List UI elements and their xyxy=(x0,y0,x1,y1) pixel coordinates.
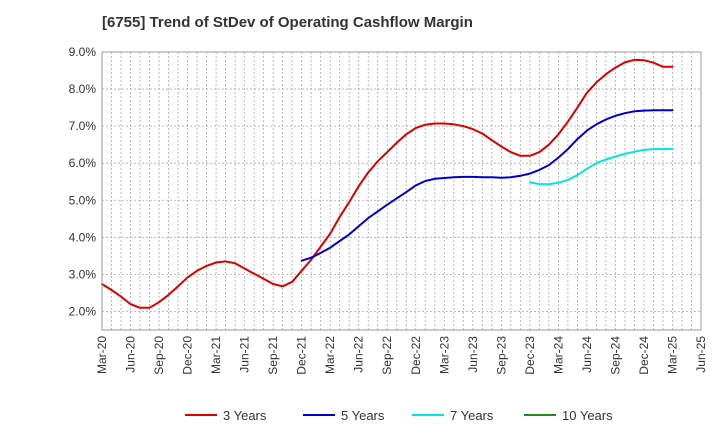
x-tick-label: Jun-24 xyxy=(580,336,594,373)
legend-label: 7 Years xyxy=(450,408,494,423)
y-tick-label: 3.0% xyxy=(69,267,97,281)
legend: 3 Years 5 Years 7 Years 10 Years xyxy=(185,408,613,423)
grid xyxy=(102,51,701,330)
legend-label: 10 Years xyxy=(562,408,613,423)
x-tick-label: Sep-21 xyxy=(266,336,280,375)
x-tick-label: Sep-24 xyxy=(608,336,622,375)
y-tick-label: 4.0% xyxy=(69,230,97,244)
x-tick-label: Dec-23 xyxy=(523,336,537,375)
y-tick-label: 7.0% xyxy=(69,119,97,133)
x-tick-label: Sep-22 xyxy=(380,336,394,375)
x-tick-label: Dec-21 xyxy=(295,336,309,375)
legend-label: 5 Years xyxy=(341,408,385,423)
y-tick-label: 5.0% xyxy=(69,193,97,207)
x-tick-label: Dec-22 xyxy=(409,336,423,375)
x-tick-label: Mar-20 xyxy=(95,336,109,374)
x-axis-ticks: Mar-20 Jun-20 Sep-20 Dec-20 Mar-21 Jun-21 Sep-… xyxy=(95,336,708,375)
series-line-3-years xyxy=(101,58,674,309)
x-tick-label: Jun-21 xyxy=(238,336,252,373)
x-tick-label: Jun-20 xyxy=(124,336,138,373)
series-line-5-years xyxy=(300,109,674,262)
x-tick-label: Sep-20 xyxy=(152,336,166,375)
plot-frame xyxy=(101,51,702,331)
x-tick-label: Mar-21 xyxy=(209,336,223,374)
x-tick-label: Mar-24 xyxy=(551,336,565,374)
x-tick-label: Mar-25 xyxy=(665,336,679,374)
y-tick-label: 2.0% xyxy=(69,304,97,318)
x-tick-label: Jun-25 xyxy=(694,336,708,373)
legend-label: 3 Years xyxy=(223,408,267,423)
x-tick-label: Jun-22 xyxy=(352,336,366,373)
series-lines xyxy=(101,58,674,309)
y-tick-label: 9.0% xyxy=(69,45,97,59)
x-tick-label: Mar-22 xyxy=(323,336,337,374)
chart-title: [6755] Trend of StDev of Operating Cashf… xyxy=(102,14,473,31)
y-tick-label: 6.0% xyxy=(69,156,97,170)
x-tick-label: Dec-20 xyxy=(181,336,195,375)
x-tick-label: Dec-24 xyxy=(637,336,651,375)
x-tick-label: Mar-23 xyxy=(437,336,451,374)
x-tick-label: Sep-23 xyxy=(494,336,508,375)
y-axis-ticks: 2.0% 3.0% 4.0% 5.0% 6.0% 7.0% 8.0% 9.0% xyxy=(69,45,97,318)
x-tick-label: Jun-23 xyxy=(466,336,480,373)
series-line-7-years xyxy=(528,147,674,186)
y-tick-label: 8.0% xyxy=(69,82,97,96)
